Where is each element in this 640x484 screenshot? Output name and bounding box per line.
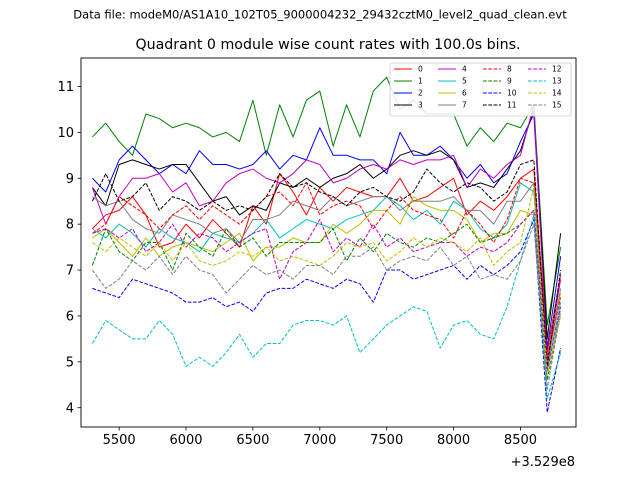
legend-label-11: 11: [507, 101, 517, 110]
x-tick-label: 6000: [169, 433, 202, 448]
y-tick-label: 4: [66, 401, 74, 416]
legend-label-14: 14: [552, 89, 562, 98]
series-line-11: [91, 159, 562, 367]
series-line-5: [92, 182, 562, 372]
series-line-3: [91, 108, 562, 340]
chart-title: Quadrant 0 module wise count rates with …: [135, 37, 520, 53]
y-tick-label: 10: [57, 126, 74, 141]
x-axis-ticks: 5500 6000 6500 7000 7500 8000 8500: [103, 427, 537, 448]
plot-area: [80, 57, 577, 428]
series-line-15: [91, 223, 562, 390]
x-tick-label: 8000: [437, 433, 470, 448]
series-lines: [91, 76, 562, 413]
y-tick-label: 6: [66, 310, 74, 325]
x-tick-label: 7000: [303, 433, 336, 448]
legend-label-7: 7: [462, 101, 467, 110]
x-tick-label: 5500: [103, 433, 136, 448]
legend-label-13: 13: [552, 77, 562, 86]
series-line-7: [92, 182, 562, 367]
legend-label-5: 5: [462, 77, 467, 86]
y-axis-ticks: 4 5 6 7 8 9 10 11: [57, 80, 81, 416]
series-line-13: [91, 214, 562, 400]
series-line-14: [92, 186, 562, 377]
legend-label-6: 6: [462, 89, 467, 98]
series-line-1: [92, 76, 562, 326]
plot-frame: [80, 57, 577, 428]
chart-suptitle: Data file: modeM0/AS1A10_102T05_90000042…: [73, 8, 567, 22]
legend-label-0: 0: [418, 65, 423, 74]
legend-label-8: 8: [507, 65, 512, 74]
series-line-10: [92, 219, 562, 413]
legend-box: [389, 62, 572, 117]
y-tick-label: 9: [66, 172, 74, 187]
legend-label-3: 3: [418, 101, 423, 110]
x-tick-label: 6500: [236, 433, 269, 448]
x-tick-label: 8500: [504, 433, 537, 448]
y-tick-label: 7: [66, 264, 74, 279]
series-line-8: [92, 177, 562, 358]
x-axis-offset-label: +3.529e8: [511, 455, 575, 470]
series-line-6: [92, 196, 562, 367]
series-line-12: [92, 209, 562, 372]
series-line-0: [92, 168, 562, 354]
legend-label-9: 9: [507, 77, 512, 86]
y-tick-label: 11: [57, 80, 74, 95]
legend-label-4: 4: [462, 65, 467, 74]
series-line-2: [92, 113, 562, 349]
y-tick-label: 8: [66, 218, 74, 233]
legend-label-15: 15: [552, 101, 562, 110]
legend-label-10: 10: [507, 89, 517, 98]
legend-label-12: 12: [552, 65, 562, 74]
series-line-4: [91, 104, 562, 363]
legend-label-2: 2: [418, 89, 423, 98]
y-tick-label: 5: [66, 355, 74, 370]
legend-label-1: 1: [418, 77, 423, 86]
x-tick-label: 7500: [370, 433, 403, 448]
